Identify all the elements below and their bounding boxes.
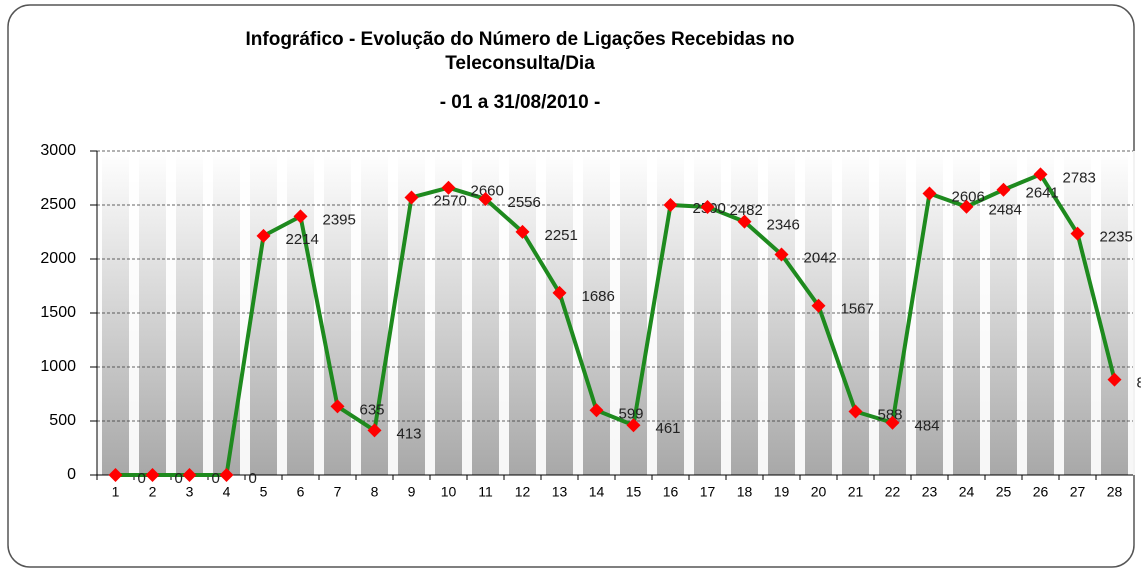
y-tick-label: 2500	[40, 196, 76, 213]
marker	[589, 403, 604, 418]
marker	[922, 186, 937, 201]
data-label: 2570	[434, 192, 467, 209]
y-tick-label: 500	[49, 412, 76, 429]
x-tick-label: 24	[959, 484, 975, 500]
y-tick-label: 1500	[40, 304, 76, 321]
x-tick-label: 16	[663, 484, 679, 500]
marker	[1033, 167, 1048, 182]
marker	[848, 404, 863, 419]
marker	[1070, 226, 1085, 241]
data-label: 2482	[730, 202, 763, 219]
marker	[515, 224, 530, 239]
data-label: 1686	[582, 288, 615, 305]
y-tick-label: 2000	[40, 250, 76, 267]
x-tick-label: 13	[552, 484, 568, 500]
x-tick-label: 12	[515, 484, 531, 500]
x-tick-label: 9	[408, 484, 416, 500]
marker	[959, 199, 974, 214]
marker	[885, 415, 900, 430]
data-label: 2660	[471, 183, 504, 200]
y-tick-label: 3000	[40, 142, 76, 159]
stripe	[721, 151, 731, 475]
marker	[293, 209, 308, 224]
data-label: 2251	[545, 227, 578, 244]
x-tick-label: 7	[334, 484, 342, 500]
marker	[552, 285, 567, 300]
x-tick-label: 18	[737, 484, 753, 500]
x-tick-label: 6	[297, 484, 305, 500]
data-label: 461	[656, 420, 681, 437]
data-label: 2346	[767, 217, 800, 234]
data-label: 2042	[804, 249, 837, 266]
data-label: 2395	[323, 211, 356, 228]
marker	[737, 214, 752, 229]
marker	[1107, 372, 1122, 387]
x-tick-label: 22	[885, 484, 901, 500]
data-label: 2214	[286, 231, 319, 248]
marker	[478, 191, 493, 206]
x-tick-label: 8	[371, 484, 379, 500]
marker	[626, 418, 641, 433]
chart-title: Teleconsulta/Dia	[445, 53, 595, 74]
data-label: 2484	[989, 202, 1022, 219]
data-label: 0	[212, 470, 220, 487]
data-label: 2606	[952, 189, 985, 206]
marker	[441, 180, 456, 195]
stripe	[536, 151, 546, 475]
x-tick-label: 1	[112, 484, 120, 500]
x-tick-label: 5	[260, 484, 268, 500]
data-label: 2556	[508, 194, 541, 211]
stripe	[351, 151, 361, 475]
data-label: 484	[915, 418, 940, 435]
marker	[219, 468, 234, 482]
data-label: 1567	[841, 301, 874, 318]
marker	[811, 298, 826, 313]
chart-title: Infográfico - Evolução do Número de Liga…	[246, 29, 795, 50]
marker	[700, 199, 715, 214]
marker	[404, 190, 419, 205]
x-tick-label: 25	[996, 484, 1012, 500]
marker	[145, 468, 160, 482]
x-tick-label: 15	[626, 484, 642, 500]
data-label: 635	[360, 401, 385, 418]
marker	[367, 423, 382, 438]
y-tick-label: 0	[67, 466, 76, 483]
x-tick-label: 4	[223, 484, 231, 500]
x-tick-label: 20	[811, 484, 827, 500]
x-tick-label: 11	[478, 484, 493, 500]
series-line	[115, 172, 1117, 477]
y-tick-label: 1000	[40, 358, 76, 375]
marker	[774, 247, 789, 262]
data-label: 599	[619, 405, 644, 422]
x-tick-label: 10	[441, 484, 457, 500]
data-label: 0	[249, 470, 257, 487]
x-tick-label: 23	[922, 484, 938, 500]
marker	[182, 468, 197, 482]
data-label: 413	[397, 425, 422, 442]
x-tick-label: 14	[589, 484, 605, 500]
marker	[330, 399, 345, 414]
x-tick-label: 3	[186, 484, 194, 500]
x-tick-label: 28	[1107, 484, 1123, 500]
x-tick-label: 2	[149, 484, 157, 500]
data-label: 2783	[1063, 169, 1096, 186]
marker	[108, 468, 123, 482]
marker	[256, 228, 271, 243]
data-label: 2641	[1026, 185, 1059, 202]
x-tick-label: 27	[1070, 484, 1086, 500]
x-tick-label: 19	[774, 484, 790, 500]
chart-subtitle: - 01 a 31/08/2010 -	[440, 92, 601, 113]
data-label: 0	[138, 470, 146, 487]
data-label: 2235	[1100, 229, 1133, 246]
data-label: 883	[1137, 375, 1141, 392]
marker	[663, 198, 678, 212]
stripe	[166, 151, 176, 475]
data-label: 0	[175, 470, 183, 487]
data-label: 588	[878, 406, 903, 423]
x-tick-label: 21	[848, 484, 864, 500]
x-tick-label: 17	[700, 484, 716, 500]
x-tick-label: 26	[1033, 484, 1049, 500]
marker	[996, 182, 1011, 197]
